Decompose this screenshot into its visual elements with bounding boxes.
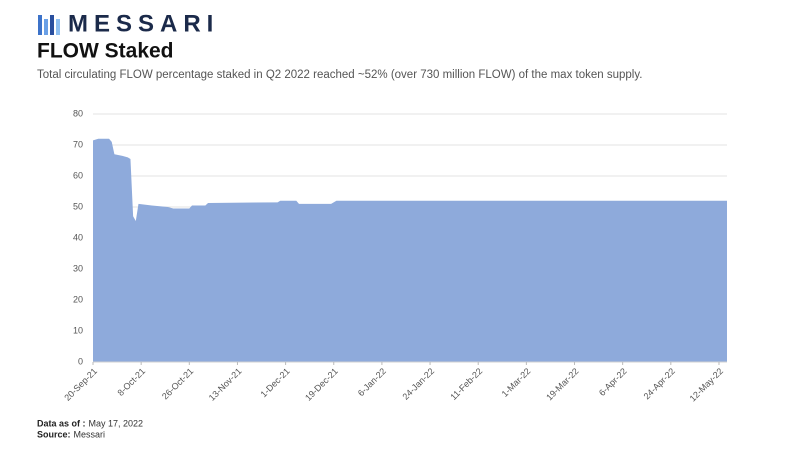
brand: MESSARI [68, 10, 219, 37]
note-value: May 17, 2022 [89, 418, 144, 428]
x-tick-label: 1-Dec-21 [258, 366, 291, 399]
y-tick-label: 80 [73, 108, 83, 118]
logo-icon [38, 15, 60, 35]
note-value: Messari [74, 429, 106, 439]
notes: Data as of : May 17, 2022 Source: Messari [37, 418, 143, 439]
x-tick-label: 1-Mar-22 [500, 366, 533, 399]
note-label: Source: [37, 429, 71, 439]
y-tick-label: 40 [73, 232, 83, 242]
y-tick-label: 10 [73, 325, 83, 335]
y-tick-label: 20 [73, 294, 83, 304]
x-tick-label: 24-Apr-22 [642, 366, 677, 401]
y-tick-label: 0 [78, 356, 83, 366]
chart-subtitle: Total circulating FLOW percentage staked… [37, 69, 642, 81]
x-tick-label: 24-Jan-22 [400, 366, 436, 402]
x-tick-label: 20-Sep-21 [62, 366, 99, 403]
y-tick-label: 50 [73, 201, 83, 211]
y-tick-label: 60 [73, 170, 83, 180]
y-tick-label: 30 [73, 263, 83, 273]
x-tick-label: 19-Mar-22 [544, 366, 580, 402]
x-tick-label: 19-Dec-21 [303, 366, 340, 403]
x-tick-label: 11-Feb-22 [448, 366, 484, 402]
x-tick-label: 6-Apr-22 [597, 366, 629, 398]
x-tick-label: 6-Jan-22 [356, 366, 388, 398]
x-tick-label: 13-Nov-21 [207, 366, 244, 403]
area [93, 138, 727, 362]
note-label: Data as of : [37, 418, 86, 428]
x-tick-label: 8-Oct-21 [115, 366, 147, 398]
x-tick-label: 12-May-22 [688, 366, 725, 403]
chart-title: FLOW Staked [37, 40, 174, 63]
y-tick-label: 70 [73, 139, 83, 149]
x-tick-label: 26-Oct-21 [160, 366, 195, 401]
